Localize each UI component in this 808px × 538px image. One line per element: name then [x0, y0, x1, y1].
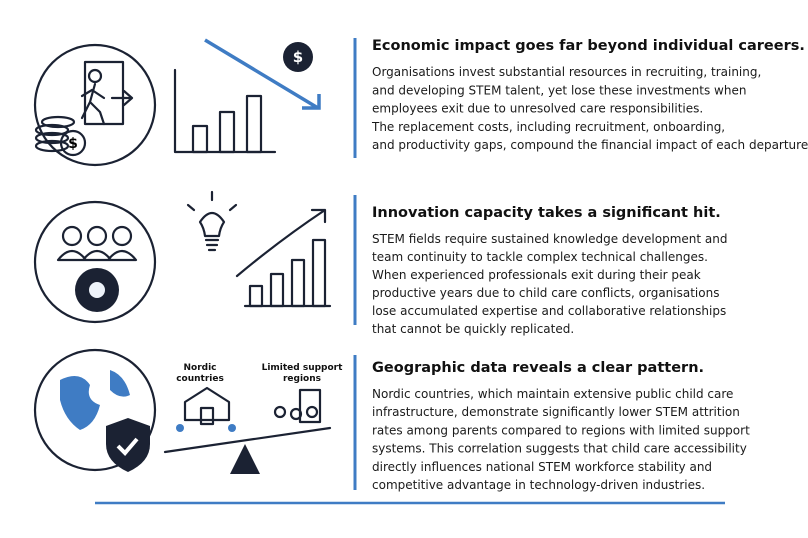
balance-icon-part — [163, 426, 332, 454]
globe-icon-part — [33, 348, 157, 472]
dividers — [95, 38, 725, 505]
globe-icon-part — [106, 418, 150, 472]
exit-icon-part-part — [40, 115, 76, 129]
decline-chart-part — [173, 68, 277, 154]
exit-icon-part — [87, 68, 103, 84]
globe-icon-part — [60, 370, 130, 430]
team-icon — [33, 200, 157, 324]
team-icon-part — [111, 225, 133, 247]
body-line: and developing STEM talent, yet lose the… — [372, 83, 746, 97]
section-heading: Innovation capacity takes a significant … — [372, 205, 721, 221]
balance-icon-part — [176, 424, 184, 432]
body-line: and productivity gaps, compound the fina… — [372, 138, 808, 152]
growth-chart-part — [248, 284, 264, 308]
decline-chart-part — [245, 94, 263, 154]
balance-icon-part — [230, 444, 260, 474]
growth-chart-part — [198, 211, 226, 238]
team-icon-part — [89, 282, 105, 298]
team-icon-part — [33, 200, 157, 324]
body-line: employees exit due to unresolved care re… — [372, 102, 703, 116]
growth-chart-part — [311, 238, 327, 308]
section-heading: Economic impact goes far beyond individu… — [372, 38, 805, 54]
body-line: team continuity to tackle complex techni… — [372, 250, 708, 264]
exit-icon-part — [34, 115, 76, 153]
balance-icon-part — [228, 424, 236, 432]
exit-icon-part — [33, 43, 157, 167]
growth-chart-part — [269, 272, 285, 308]
decline-chart-part — [191, 124, 209, 154]
exit-icon-part-part — [34, 123, 70, 137]
exit-icon — [33, 43, 157, 167]
exit-icon-part-part — [34, 139, 70, 153]
balance-icon-part — [183, 386, 231, 422]
team-icon-part — [56, 249, 138, 262]
balance-icon-part — [273, 405, 287, 419]
growth-chart — [186, 190, 332, 308]
body-line: When experienced professionals exit duri… — [372, 268, 701, 282]
body-line: Organisations invest substantial resourc… — [372, 65, 761, 79]
section-heading: Geographic data reveals a clear pattern. — [372, 360, 704, 376]
exit-icon-part — [110, 89, 134, 107]
body-line: directly influences national STEM workfo… — [372, 460, 712, 474]
balance-icon-part — [305, 405, 319, 419]
globe-icon — [33, 348, 157, 472]
exit-icon-part — [59, 129, 87, 157]
balance-icon-part — [298, 388, 322, 424]
exit-icon-part-part — [34, 131, 70, 145]
body-line: lose accumulated expertise and collabora… — [372, 304, 726, 318]
icon-label: regions — [283, 374, 321, 384]
body-line: Nordic countries, which maintain extensi… — [372, 387, 733, 401]
balance-icon-part — [199, 406, 215, 426]
body-line: systems. This correlation suggests that … — [372, 442, 747, 456]
dollar-icon: $ — [293, 48, 303, 66]
growth-chart-part — [235, 208, 327, 278]
team-icon-part — [86, 225, 108, 247]
body-line: competitive advantage in technology-driv… — [372, 478, 705, 492]
decline-chart-part — [283, 42, 313, 72]
exit-icon-part — [80, 82, 106, 126]
icon-label: countries — [176, 374, 224, 384]
body-line: that cannot be quickly replicated. — [372, 322, 574, 336]
body-line: rates among parents compared to regions … — [372, 423, 750, 437]
coin-symbol: $ — [68, 136, 78, 152]
icon-label: Nordic — [183, 363, 216, 373]
balance-icon — [163, 386, 332, 474]
decline-chart-part — [204, 38, 321, 110]
body-line: The replacement costs, including recruit… — [371, 120, 725, 134]
decline-chart — [173, 38, 321, 154]
balance-icon-part — [289, 407, 303, 421]
body-line: infrastructure, demonstrate significantl… — [372, 405, 740, 419]
decline-chart-part — [218, 110, 236, 154]
icon-label: Limited support — [262, 363, 344, 373]
growth-chart-part — [186, 190, 238, 252]
growth-chart-part — [290, 258, 306, 308]
body-line: STEM fields require sustained knowledge … — [372, 232, 727, 246]
globe-icon-part — [116, 437, 139, 456]
team-icon-part — [61, 225, 83, 247]
body-line: productive years due to child care confl… — [372, 286, 719, 300]
